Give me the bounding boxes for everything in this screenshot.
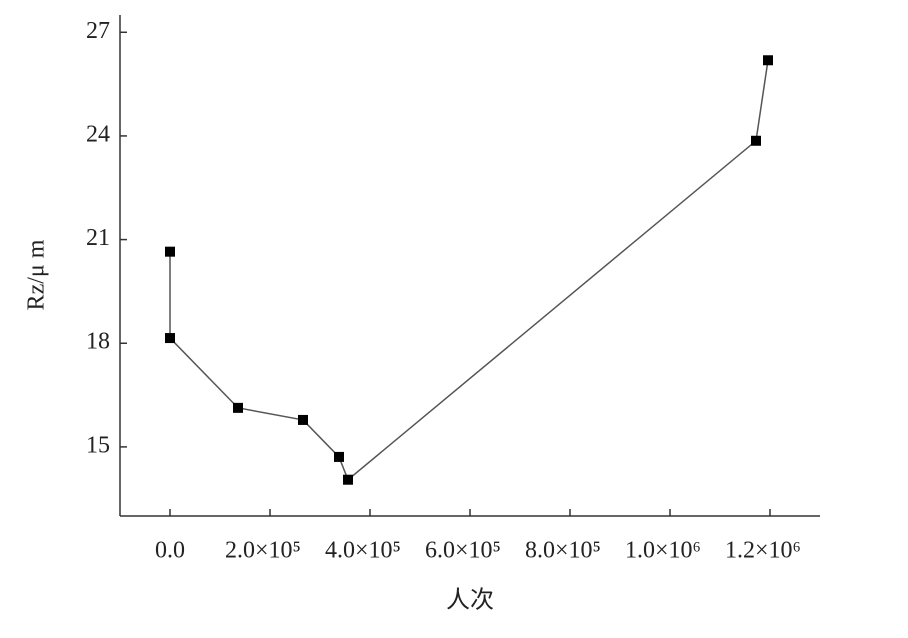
x-tick-label: 1.0×10⁶ <box>625 538 701 564</box>
data-point <box>233 402 243 413</box>
y-tick-label: 27 <box>86 18 110 44</box>
data-point <box>343 474 353 485</box>
data-point <box>763 55 773 66</box>
x-tick-label: 6.0×10⁵ <box>425 538 501 564</box>
x-tick-label: 4.0×10⁵ <box>325 538 401 564</box>
x-tick-label: 1.2×10⁶ <box>725 538 801 564</box>
y-tick-label: 21 <box>86 225 110 251</box>
x-tick-label: 2.0×10⁵ <box>225 538 301 564</box>
data-point <box>334 451 344 462</box>
data-point <box>165 333 175 344</box>
x-tick-label: 8.0×10⁵ <box>525 538 601 564</box>
data-point <box>751 135 761 146</box>
y-tick-label: 18 <box>86 329 110 355</box>
data-line <box>169 60 769 481</box>
x-tick-label: 0.0 <box>155 538 185 564</box>
y-tick-label: 15 <box>86 432 110 458</box>
data-point <box>165 246 175 257</box>
data-point <box>298 414 308 425</box>
y-tick-label: 24 <box>86 121 110 147</box>
y-axis-label: Rz/μ m <box>24 239 50 310</box>
x-axis-label: 人次 <box>446 587 494 614</box>
